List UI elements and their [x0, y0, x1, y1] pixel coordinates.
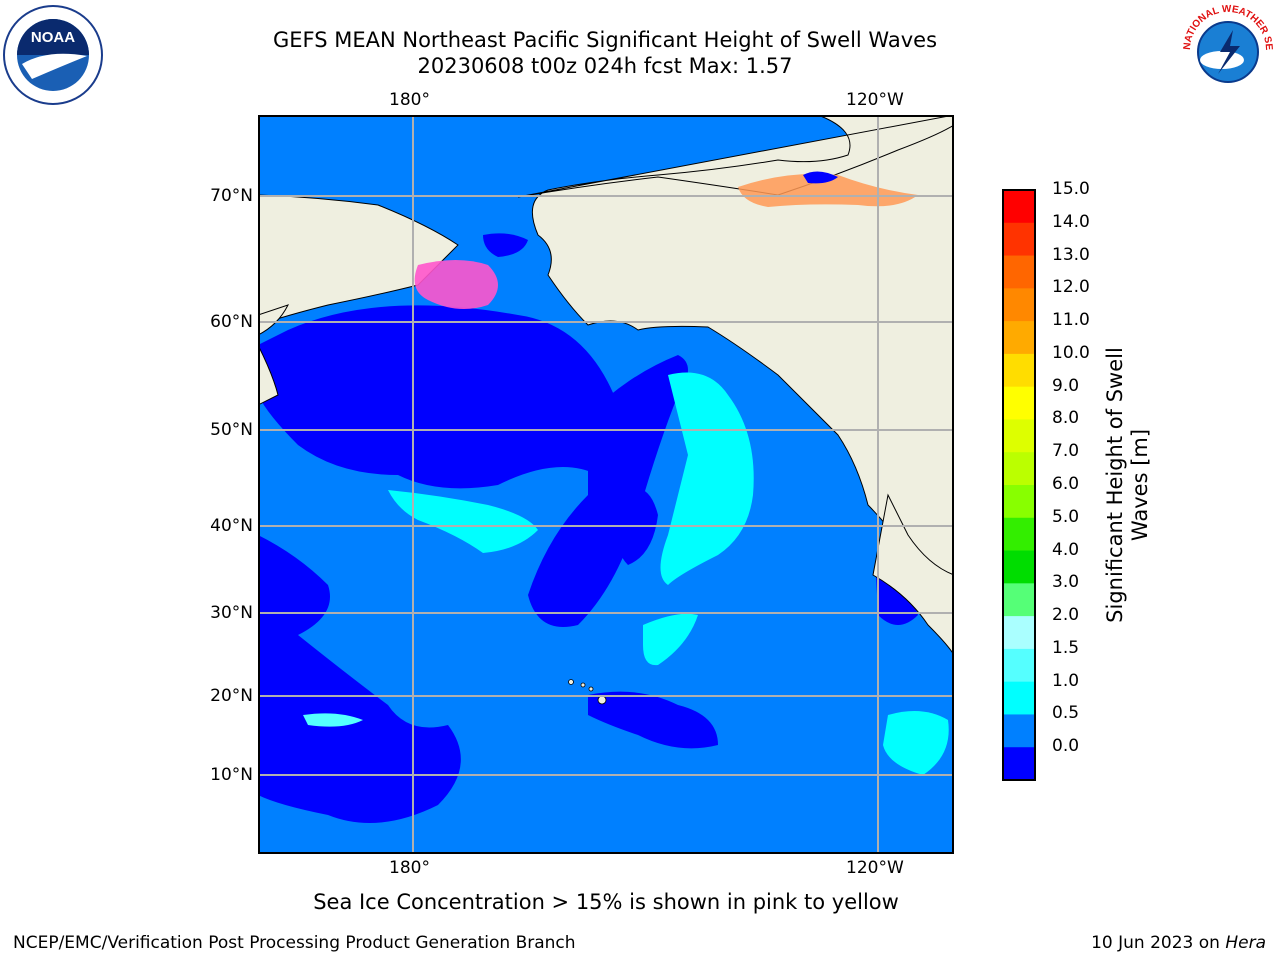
- colorbar-tick-label: 6.0: [1052, 474, 1080, 494]
- footer-host: Hera: [1225, 933, 1266, 953]
- colorbar-tick-label: 0.0: [1052, 736, 1080, 757]
- colorbar-segment: [1003, 190, 1035, 224]
- footer-date: 10 Jun 2023 on Hera: [1091, 933, 1266, 953]
- colorbar-tick-label: 2.0: [1052, 605, 1080, 626]
- colorbar-segment: [1003, 681, 1035, 715]
- colorbar-tick-label: 11.0: [1052, 310, 1090, 331]
- lon-label-top-180: 180°: [389, 90, 430, 110]
- lon-label-top-120w: 120°W: [846, 90, 904, 110]
- map-subtitle: 20230608 t00z 024h fcst Max: 1.57: [417, 54, 793, 78]
- high-swell-region-east: [660, 372, 754, 585]
- hawaii-island: [580, 682, 586, 688]
- swell-height-map: [258, 115, 954, 854]
- colorbar-segment: [1003, 386, 1035, 420]
- colorbar-tick-label: 10.0: [1052, 342, 1090, 363]
- noaa-logo: NOAA: [3, 5, 103, 105]
- colorbar-segment: [1003, 583, 1035, 617]
- colorbar-tick-label: 12.0: [1052, 277, 1090, 298]
- lat-label-70n: 70°N: [210, 186, 253, 206]
- colorbar-tick-label: 5.0: [1052, 506, 1080, 527]
- nws-logo: NATIONAL WEATHER SERVICE: [1178, 0, 1276, 98]
- colorbar-tick-label: 8.0: [1052, 408, 1080, 429]
- colorbar-tick-label: 9.0: [1052, 375, 1080, 396]
- colorbar-segment: [1003, 616, 1035, 650]
- sea-ice-bering-core: [483, 233, 528, 257]
- colorbar-tick-label: 13.0: [1052, 244, 1090, 265]
- noaa-logo-text: NOAA: [31, 29, 75, 46]
- graticule: [258, 115, 954, 854]
- colorbar-segment: [1003, 714, 1035, 748]
- colorbar-tick-label: 0.5: [1052, 703, 1080, 724]
- colorbar-tick-label: 7.0: [1052, 441, 1080, 462]
- high-swell-region-sw: [303, 713, 363, 727]
- footer-date-text: 10 Jun 2023 on: [1091, 933, 1226, 953]
- colorbar-label: Significant Height of Swell Waves [m]: [1103, 325, 1153, 645]
- sea-ice-beaufort-core: [803, 171, 838, 184]
- lat-label-40n: 40°N: [210, 516, 253, 536]
- colorbar-segment: [1003, 321, 1035, 355]
- lat-label-30n: 30°N: [210, 603, 253, 623]
- colorbar-segment: [1003, 452, 1035, 486]
- colorbar-tick-label: 14.0: [1052, 211, 1090, 232]
- colorbar-frame: [1002, 189, 1036, 781]
- colorbar-segment: [1003, 517, 1035, 552]
- colorbar-tick-label: 15.0: [1052, 179, 1090, 199]
- map-frame: [258, 115, 954, 854]
- colorbar-segment: [1003, 288, 1035, 322]
- colorbar-tick-label: 1.5: [1052, 637, 1080, 658]
- high-swell-region-south: [643, 613, 698, 666]
- colorbar-segment: [1003, 255, 1035, 289]
- low-swell-region-north: [258, 305, 621, 489]
- colorbar-segment: [1003, 222, 1035, 257]
- colorbar: [1002, 189, 1036, 781]
- land-kamchatka: [258, 304, 289, 336]
- land-alaska-canada: [517, 115, 954, 646]
- land-us-coast: [872, 493, 954, 656]
- low-swell-region-hawaii: [588, 691, 718, 749]
- hawaii-island: [588, 686, 594, 692]
- colorbar-segment: [1003, 353, 1035, 388]
- lon-label-bottom-120w: 120°W: [846, 858, 904, 878]
- low-swell-region-gulf: [528, 355, 688, 627]
- sea-ice-caption: Sea Ice Concentration > 15% is shown in …: [313, 890, 899, 914]
- footer-credit: NCEP/EMC/Verification Post Processing Pr…: [13, 933, 576, 953]
- colorbar-label-line1: Significant Height of Swell: [1103, 347, 1127, 623]
- hawaii-island: [568, 679, 574, 685]
- hawaii-island: [597, 695, 607, 705]
- lat-label-20n: 20°N: [210, 686, 253, 706]
- colorbar-segment: [1003, 747, 1035, 781]
- lat-label-10n: 10°N: [210, 765, 253, 785]
- colorbar-segment: [1003, 648, 1035, 683]
- colorbar-tick-label: 1.0: [1052, 670, 1080, 691]
- lat-label-60n: 60°N: [210, 312, 253, 332]
- lon-label-bottom-180: 180°: [389, 858, 430, 878]
- sea-ice-beaufort: [738, 173, 918, 207]
- colorbar-segment: [1003, 419, 1035, 453]
- low-swell-region-west: [258, 535, 461, 823]
- colorbar-segment: [1003, 550, 1035, 584]
- high-swell-region-se: [883, 711, 949, 775]
- colorbar-tick-label: 4.0: [1052, 539, 1080, 560]
- sea-ice-bering: [414, 260, 498, 309]
- land-west-edge: [258, 344, 279, 406]
- colorbar-segment: [1003, 485, 1035, 519]
- high-swell-region-central: [388, 490, 538, 553]
- lat-label-50n: 50°N: [210, 420, 253, 440]
- colorbar-tick-label: 3.0: [1052, 572, 1080, 593]
- colorbar-label-line2: Waves [m]: [1128, 428, 1152, 542]
- map-title: GEFS MEAN Northeast Pacific Significant …: [272, 28, 938, 52]
